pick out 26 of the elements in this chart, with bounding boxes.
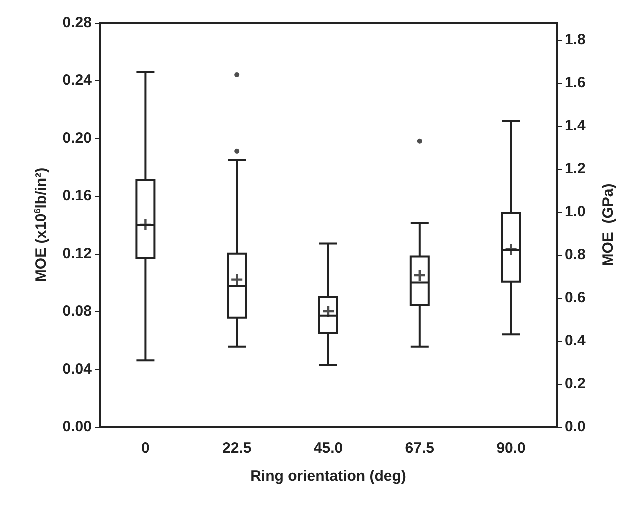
y-tick-label: 0.00 (62, 418, 92, 436)
y2-tick-label: 0.4 (565, 332, 587, 350)
y2-tick-label: 0.8 (565, 246, 586, 264)
y-tick-label: 0.28 (62, 14, 92, 32)
y-tick-label: 0.20 (62, 130, 92, 147)
y2-tick-label: 1.8 (565, 32, 586, 49)
y2-tick-label: 1.2 (565, 160, 586, 178)
y2-tick-label: 1.6 (565, 74, 586, 92)
y-axis-title: MOE (x106lb/in²) (32, 168, 50, 282)
y-tick-label: 0.16 (62, 188, 92, 205)
y2-tick-label: 0.0 (565, 418, 586, 436)
y-tick-label: 0.08 (62, 303, 92, 320)
y2-tick-label: 1.4 (565, 118, 587, 135)
y2-tick-label: 1.0 (565, 204, 586, 221)
x-tick-label: 90.0 (496, 440, 526, 457)
x-axis-title: Ring orientation (deg) (250, 468, 406, 485)
y-tick-label: 0.12 (62, 245, 92, 262)
x-tick-label: 67.5 (405, 440, 434, 457)
y-tick-label: 0.24 (62, 72, 93, 90)
y-tick-label: 0.04 (62, 360, 93, 378)
y2-axis-title: MOE (GPa) (600, 184, 617, 266)
y2-tick-label: 0.6 (565, 290, 586, 307)
x-tick-label: 0 (142, 440, 150, 457)
x-tick-label: 22.5 (222, 440, 252, 457)
x-tick-label: 45.0 (314, 440, 344, 457)
y2-tick-label: 0.2 (565, 376, 586, 393)
